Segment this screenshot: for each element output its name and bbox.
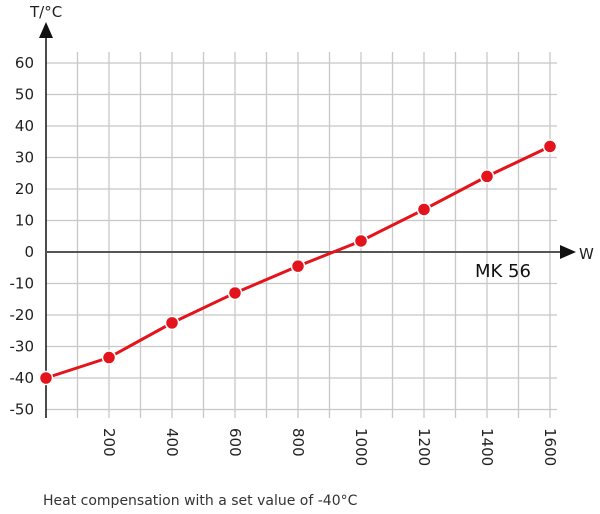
data-point (164, 315, 180, 331)
x-tick-label: 1400 (478, 428, 496, 466)
series (38, 139, 558, 386)
x-tick-label: 1000 (352, 428, 370, 466)
x-tick-label: 800 (289, 428, 307, 457)
y-tick-label: -50 (10, 401, 35, 419)
y-tick-label: 0 (24, 243, 34, 261)
y-tick-label: 10 (15, 212, 34, 230)
data-point (479, 169, 495, 184)
y-tick-label: 30 (15, 149, 34, 167)
y-axis-arrow (39, 22, 53, 38)
y-tick-label: -20 (10, 306, 35, 324)
series-annotation: MK 56 (475, 261, 531, 282)
y-tick-label: -10 (10, 275, 35, 293)
x-tick-label: 600 (226, 428, 244, 457)
caption: Heat compensation with a set value of -4… (43, 493, 358, 509)
y-tick-label: 50 (15, 86, 34, 104)
data-point (38, 370, 54, 386)
x-tick-label: 1200 (415, 428, 433, 466)
data-point (416, 202, 432, 217)
x-axis-arrow (560, 245, 576, 259)
grid (46, 52, 557, 418)
axes (39, 22, 576, 418)
x-tick-label: 200 (100, 428, 118, 457)
data-point (542, 139, 558, 154)
y-axis-label: T/°C (29, 3, 62, 21)
y-tick-labels: 60 50 40 30 20 10 0 -10 -20 -30 -40 -50 (10, 54, 35, 419)
y-tick-label: -30 (10, 338, 35, 356)
data-point (227, 285, 243, 301)
data-point (290, 258, 306, 274)
data-point (353, 233, 369, 249)
x-tick-label: 1600 (541, 428, 559, 466)
data-point (101, 350, 117, 365)
x-axis-label: W (579, 245, 594, 263)
y-tick-label: -40 (10, 369, 35, 387)
y-tick-label: 20 (15, 180, 34, 198)
x-tick-label: 400 (163, 428, 181, 457)
x-tick-labels: 200 400 600 800 1000 1200 1400 1600 (100, 428, 559, 466)
y-tick-label: 40 (15, 117, 34, 135)
y-tick-label: 60 (15, 54, 34, 72)
